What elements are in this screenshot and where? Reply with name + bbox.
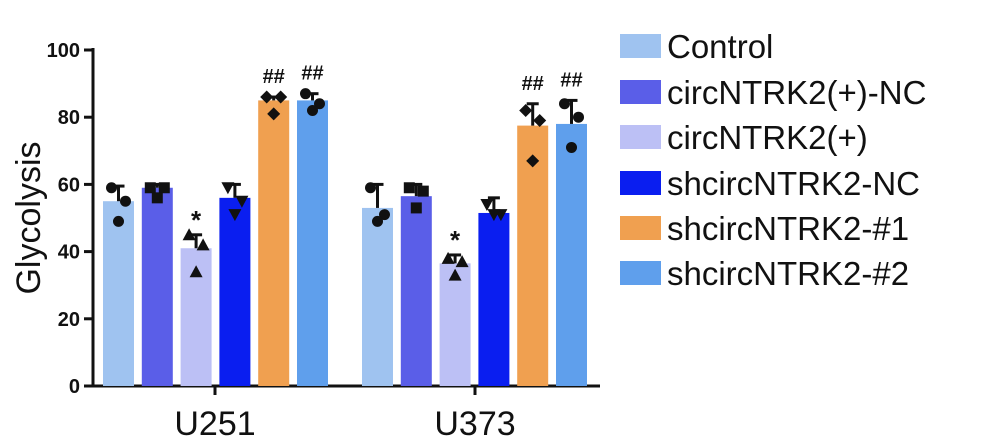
legend-swatch (620, 261, 661, 285)
y-tick-label: 60 (58, 174, 80, 196)
bar-group (103, 182, 134, 386)
data-point (533, 114, 547, 128)
bar (517, 125, 549, 386)
x-category-label: U373 (434, 405, 515, 443)
legend-label: shcircNTRK2-#2 (667, 255, 909, 292)
data-point (267, 107, 281, 121)
bar (103, 201, 134, 386)
bar-group (362, 182, 393, 386)
x-category-label: U251 (174, 405, 255, 443)
significance-label: * (191, 205, 202, 235)
significance-label: ## (263, 66, 285, 88)
data-point (417, 185, 429, 197)
legend-swatch (620, 125, 661, 149)
data-point (120, 195, 131, 207)
legend-item: circNTRK2(+)-NC (620, 74, 926, 111)
legend-label: Control (667, 28, 773, 65)
legend-item: Control (620, 28, 773, 65)
data-point (113, 215, 124, 227)
legend-label: circNTRK2(+)-NC (667, 74, 926, 111)
data-point (274, 90, 288, 104)
data-point (314, 98, 325, 110)
data-point (365, 182, 376, 194)
y-axis-label: Glycolysis (10, 141, 48, 294)
legend-label: shcircNTRK2-NC (667, 165, 920, 202)
bar (400, 196, 432, 386)
legend-swatch (620, 216, 661, 240)
data-point (151, 192, 163, 204)
data-point (441, 251, 455, 264)
x-category-labels: U251 U373 (174, 405, 515, 443)
bar (439, 263, 471, 386)
data-point (379, 209, 390, 221)
significance-label: * (450, 225, 461, 255)
bar-group (141, 182, 173, 386)
data-point (526, 154, 540, 168)
data-point (455, 255, 469, 268)
data-point (487, 209, 501, 222)
data-point (106, 182, 117, 194)
data-point (158, 182, 170, 194)
data-point (559, 98, 570, 110)
significance-label: ## (560, 69, 582, 91)
data-point (403, 182, 415, 194)
bar (258, 100, 290, 387)
data-point (573, 111, 584, 123)
y-tick-label: 80 (58, 107, 80, 129)
data-point (228, 209, 242, 222)
data-point (307, 104, 318, 116)
bar-group: ## (517, 73, 549, 386)
data-point (300, 88, 311, 100)
data-point (372, 215, 383, 227)
bar-group: ## (297, 63, 328, 387)
data-point (144, 182, 156, 194)
bar-group (478, 196, 510, 386)
data-point (260, 90, 274, 104)
legend-item: circNTRK2(+) (620, 119, 868, 156)
bar (478, 212, 510, 386)
y-tick-label: 20 (58, 309, 80, 331)
data-point (221, 182, 235, 195)
bar (219, 197, 251, 386)
data-point (196, 238, 210, 251)
bar-group: * (439, 225, 471, 386)
legend-swatch (620, 171, 661, 195)
bar-group: ## (556, 69, 587, 387)
data-point (182, 228, 196, 241)
data-point (448, 268, 462, 281)
y-tick-label: 40 (58, 242, 80, 264)
legend-label: shcircNTRK2-#1 (667, 210, 909, 247)
legend: Control circNTRK2(+)-NC circNTRK2(+) shcirc… (620, 28, 926, 292)
significance-label: ## (301, 63, 323, 85)
data-point (566, 141, 577, 153)
bar (556, 123, 587, 387)
bar-group: * (180, 205, 212, 386)
data-point (235, 195, 249, 208)
bar (297, 100, 328, 387)
y-tick-label: 100 (47, 40, 80, 62)
data-point (410, 202, 422, 214)
bar (141, 187, 173, 386)
bar-group: ## (258, 66, 290, 387)
y-tick-label: 0 (69, 376, 80, 398)
legend-item: shcircNTRK2-#1 (620, 210, 909, 247)
bar (362, 207, 393, 386)
bars: * * ## ## ## ## (103, 63, 587, 387)
legend-item: shcircNTRK2-NC (620, 165, 920, 202)
legend-swatch (620, 34, 661, 58)
data-point (189, 265, 203, 278)
bar-group (400, 182, 432, 386)
data-point (480, 199, 494, 212)
legend-item: shcircNTRK2-#2 (620, 255, 909, 292)
axes: 0 20 40 60 80 100 (47, 40, 600, 398)
significance-label: ## (522, 73, 544, 95)
legend-label: circNTRK2(+) (667, 119, 868, 156)
data-point (519, 103, 533, 117)
legend-swatch (620, 80, 661, 104)
bar-group (219, 182, 251, 386)
